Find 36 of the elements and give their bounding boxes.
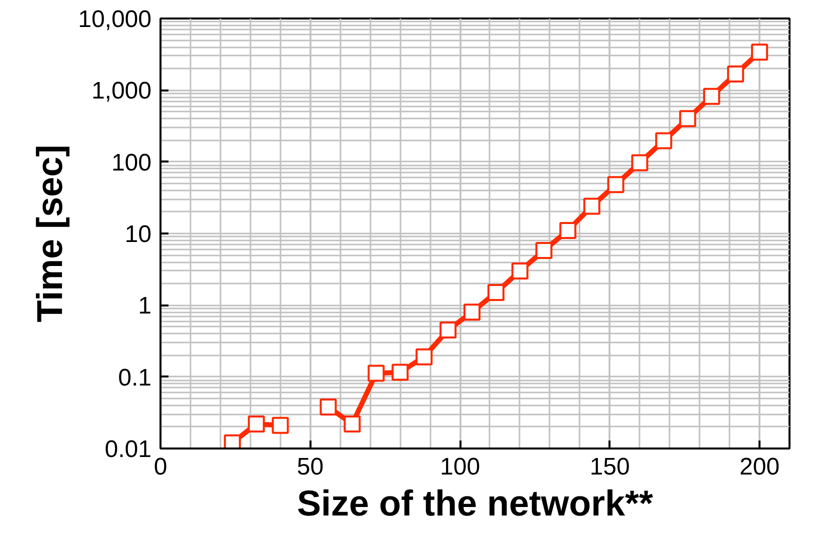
point <box>320 398 337 416</box>
point <box>440 322 457 339</box>
point <box>344 415 361 432</box>
point <box>679 110 696 128</box>
point <box>583 198 600 215</box>
x-axis-title: Size of the network** <box>296 482 654 524</box>
x-tick-label: 0 <box>154 454 168 480</box>
point <box>655 132 672 150</box>
y-tick-label: 0.01 <box>104 436 152 463</box>
x-tick-label: 150 <box>590 454 630 480</box>
point <box>511 262 528 280</box>
y-tick-label: 1,000 <box>91 78 152 105</box>
y-tick-label: 0.1 <box>118 364 152 392</box>
point <box>559 222 576 240</box>
y-tick-label: 100 <box>111 149 152 176</box>
point <box>416 348 433 366</box>
point <box>631 154 648 172</box>
point <box>272 416 289 434</box>
point <box>392 364 409 381</box>
point <box>224 434 241 448</box>
y-tick-label: 1 <box>138 292 152 320</box>
point <box>727 66 744 83</box>
point <box>487 284 504 302</box>
x-tick-label: 50 <box>296 454 324 480</box>
point <box>703 88 720 105</box>
point <box>464 304 481 321</box>
point <box>248 415 265 432</box>
x-tick-label: 100 <box>440 454 480 480</box>
x-tick-label: 200 <box>740 454 780 480</box>
point <box>368 364 385 382</box>
point <box>535 242 552 259</box>
point <box>607 176 624 194</box>
y-tick-label: 10,000 <box>78 6 152 33</box>
y-axis-title: Time [sec] <box>29 144 70 322</box>
y-tick-label: 10 <box>124 221 152 248</box>
point <box>751 44 768 61</box>
